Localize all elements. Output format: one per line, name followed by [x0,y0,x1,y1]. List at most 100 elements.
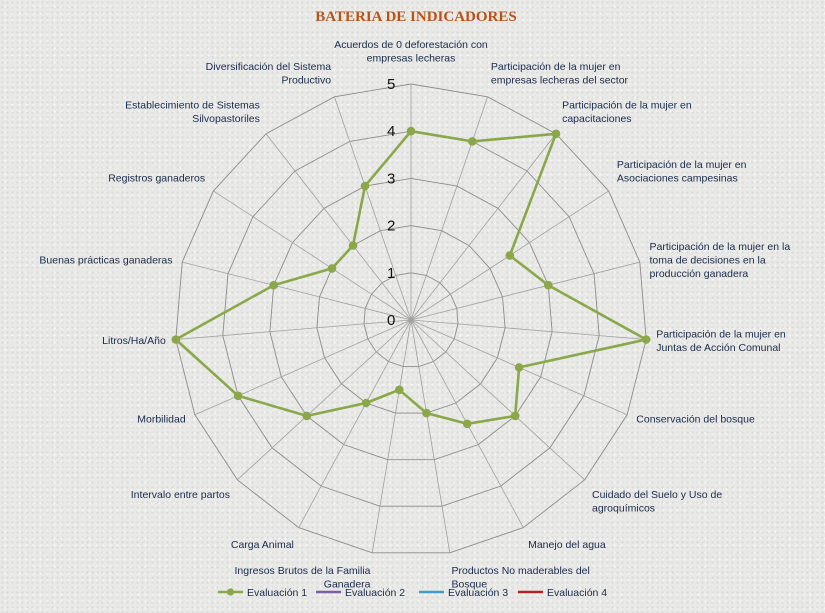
data-point [302,411,312,421]
category-label-line: Cuidado del Suelo y Uso de [592,489,722,501]
category-label-line: producción ganadera [650,268,749,280]
category-label: Morbilidad [137,414,186,426]
grid-spoke [182,261,412,321]
series-layer [171,126,651,429]
data-point [171,335,181,344]
category-label: Establecimiento de Sistemas Silvopastoril… [125,99,260,125]
data-point [551,129,561,139]
category-label-line: empresas lecheras del sector [491,74,629,86]
grid-spoke [237,319,412,481]
data-point [641,335,651,344]
tick-label: 1 [387,265,395,282]
category-label-line: capacitaciones [562,113,631,125]
category-label: Manejo del agua [528,539,606,551]
category-label-line: Registros ganaderos [108,173,205,185]
tick-label: 3 [387,170,395,187]
category-label-line: Diversificación del Sistema [206,61,332,73]
data-point [422,408,431,418]
category-label-line: Participación de la mujer en [656,328,786,340]
data-point [360,181,370,191]
category-label: Cuidado del Suelo y Uso de agroquímicos [592,489,722,514]
radar-grid [175,83,647,554]
grid-spoke [410,319,647,340]
category-label-line: Participación de la mujer en la [650,241,791,253]
grid-spoke [175,319,412,340]
data-point [510,411,520,421]
data-point [505,251,515,260]
grid-spoke [265,133,412,321]
category-label-line: empresas lecheras [367,53,456,65]
legend: Evaluación 1 Evaluación 2 Evaluación 3 Eval… [218,587,607,599]
category-label: Carga Animal [231,539,294,551]
category-label: Productos No maderables del Bosque [452,565,590,591]
category-label: Ingresos Brutos de la Familia Ganadera [235,565,371,591]
category-label-line: Establecimiento de Sistemas [125,99,260,111]
category-label: Conservación del bosque [636,414,755,426]
grid-spoke [194,319,412,416]
category-label-line: Ingresos Brutos de la Familia [235,565,371,577]
data-point [395,385,404,395]
category-label: Acuerdos de 0 deforestación con empresas … [334,39,488,65]
category-label-line: Intervalo entre partos [131,489,230,501]
category-label: Litros/Ha/Año [102,335,166,347]
data-point [514,363,524,372]
grid-spoke [410,133,557,321]
tick-label: 2 [387,218,395,235]
tick-label: 4 [387,123,395,140]
category-label-line: Participación de la mujer en [562,99,692,111]
chart-title: BATERIA DE INDICADORES [315,9,516,25]
tick-label: 0 [387,312,395,329]
category-label-line: Manejo del agua [528,539,606,551]
data-point [468,137,477,146]
grid-spoke [371,319,412,553]
category-label-line: Litros/Ha/Año [102,335,166,347]
grid-spoke [410,96,488,321]
grid-spoke [410,319,451,553]
category-label-line: Carga Animal [231,539,294,551]
grid-spoke [334,96,412,321]
category-label-line: Productos No maderables del [452,565,590,577]
category-label-line: Participación de la mujer en [617,159,747,171]
category-label-line: Asociaciones campesinas [617,173,738,185]
data-point [544,280,553,290]
grid-ring-5 [175,83,647,554]
grid-ring-4 [222,130,600,507]
grid-spoke [410,261,640,321]
category-label: Participación de la mujer en la toma de d… [650,241,791,280]
data-point [462,419,472,429]
series-line-1 [174,129,648,426]
data-point [233,391,243,401]
category-label: Registros ganaderos [108,173,205,185]
category-labels: Acuerdos de 0 deforestación con empresas … [39,39,790,591]
legend-marker [226,588,235,596]
legend-label: Evaluación 1 [247,587,307,599]
grid-spoke [410,319,585,481]
category-label-line: Participación de la mujer en [491,61,621,73]
category-label: Diversificación del Sistema Productivo [206,61,332,87]
category-label-line: toma de decisiones en la [650,254,766,266]
category-label-line: Productivo [281,74,331,86]
category-label-line: Morbilidad [137,414,186,426]
category-label-line: agroquímicos [592,503,655,515]
category-label-line: Bosque [452,579,488,591]
category-label-line: Juntas de Acción Comunal [656,342,780,354]
data-point [348,241,358,250]
category-label-line: Conservación del bosque [636,414,755,426]
data-point [269,280,279,290]
data-point [327,264,337,273]
grid-spoke [298,319,412,528]
data-point [406,126,416,136]
legend-label: Evaluación 4 [547,587,607,599]
category-label-line: Ganadera [324,579,371,591]
category-label: Participación de la mujer en capacitacion… [562,99,692,125]
category-label: Participación de la mujer en empresas lec… [491,61,629,87]
legend-label: Evaluación 3 [448,587,508,599]
category-label-line: Silvopastoriles [192,113,260,125]
category-label-line: Acuerdos de 0 deforestación con [334,39,488,51]
tick-label: 5 [387,76,395,93]
grid-ring-1 [363,272,459,368]
grid-ring-3 [269,177,553,461]
legend-label: Evaluación 2 [345,587,405,599]
